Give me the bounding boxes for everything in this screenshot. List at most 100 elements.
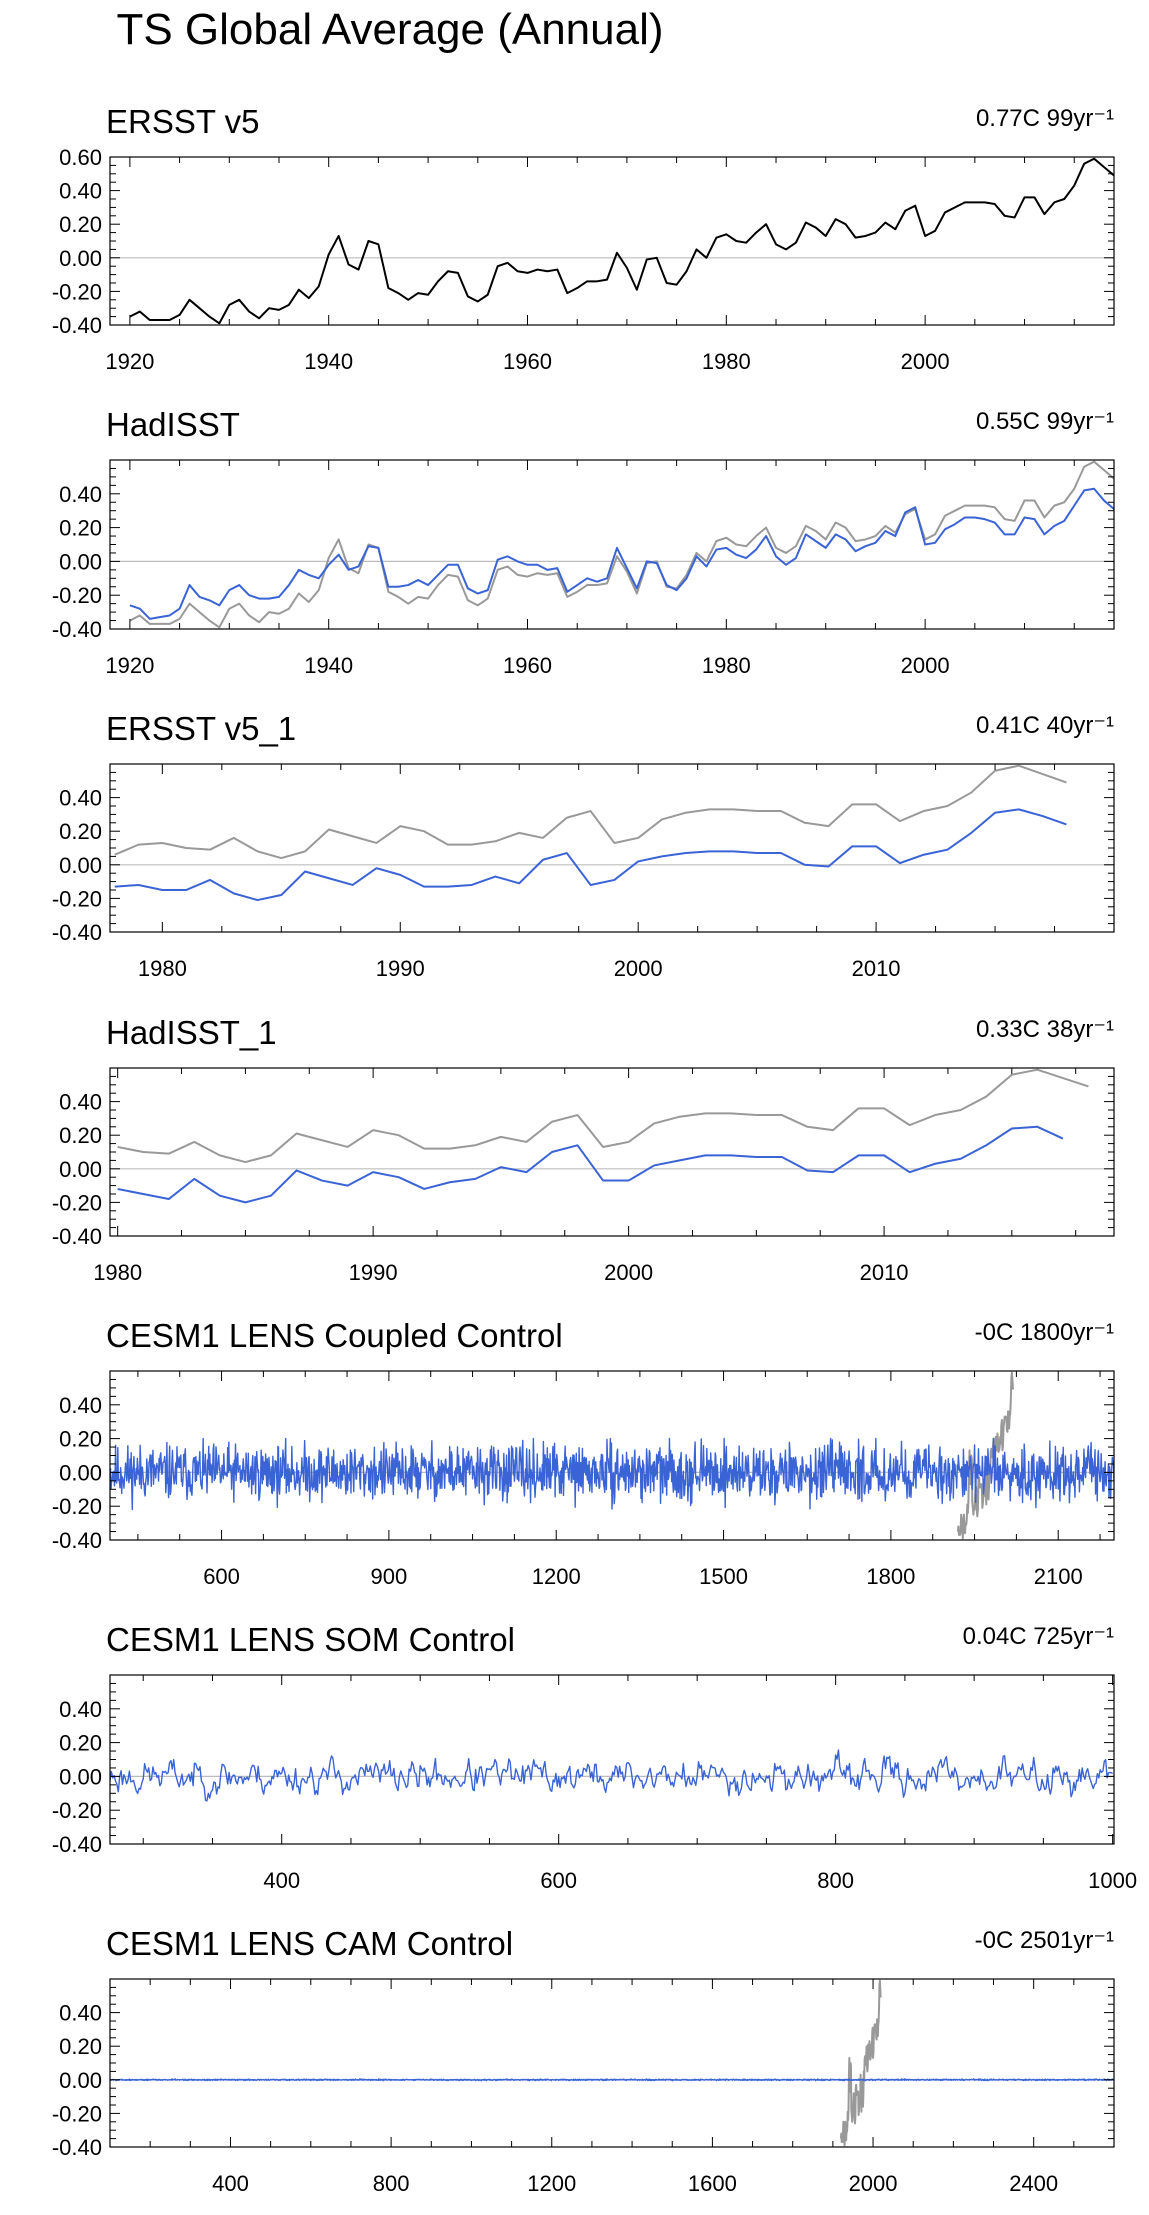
trend-label: 0.55C 99yr⁻¹ [976,408,1114,435]
x-tick-label: 1960 [503,653,552,678]
x-tick-label: 400 [263,1868,300,1893]
y-tick-label: 0.00 [59,246,102,271]
plot-frame [109,1067,1115,1237]
trend-label: -0C 2501yr⁻¹ [975,1927,1114,1954]
x-tick-label: 2400 [1009,2171,1058,2196]
series-line [129,460,1114,629]
y-tick-label: 0.00 [59,549,102,574]
figure-title: TS Global Average (Annual) [116,5,663,54]
x-tick-label: 1600 [688,2171,737,2196]
y-tick-label: 0.00 [59,1764,102,1789]
series-line [117,1068,1089,1164]
series-line [839,1979,882,2147]
y-tick-label: -0.20 [52,886,102,911]
panel-ersst-v5: ERSST v5 0.77C 99yr⁻¹ -0.40 -0.20 0.00 0.20 0.… [52,103,1115,374]
x-tick-label: 400 [212,2171,249,2196]
y-tick-label: -0.40 [52,920,102,945]
y-tick-label: -0.20 [52,1190,102,1215]
panel-title: CESM1 LENS SOM Control [106,1621,515,1658]
y-tick-label: 0.00 [59,1157,102,1182]
x-tick-label: 600 [540,1868,577,1893]
trend-label: 0.77C 99yr⁻¹ [976,105,1114,132]
x-tick-label: 600 [203,1564,240,1589]
x-tick-label: 1980 [138,956,187,981]
y-tick-label: -0.40 [52,617,102,642]
x-tick-label: 900 [371,1564,408,1589]
x-tick-label: 2000 [849,2171,898,2196]
panel-title: CESM1 LENS CAM Control [106,1925,513,1962]
y-tick-label: 0.00 [59,2068,102,2093]
y-tick-label: 0.20 [59,1731,102,1756]
y-tick-label: 0.40 [59,1090,102,1115]
y-tick-label: 0.20 [59,819,102,844]
x-tick-label: 1980 [702,349,751,374]
y-tick-label: -0.40 [52,1224,102,1249]
y-tick-label: 0.20 [59,1123,102,1148]
x-tick-label: 1990 [376,956,425,981]
x-tick-label: 2000 [901,349,950,374]
panel-ersst-v5-1: ERSST v5_1 0.41C 40yr⁻¹ -0.40 -0.20 0.00 0.20… [52,710,1115,981]
x-tick-label: 1200 [532,1564,581,1589]
plot-frame [109,156,1115,326]
panel-cesm1-lens-cam-control: CESM1 LENS CAM Control -0C 2501yr⁻¹ -0.40 -… [52,1925,1115,2196]
panel-title: ERSST v5 [106,103,259,140]
series-line [110,1437,1114,1511]
y-tick-label: -0.20 [52,583,102,608]
x-tick-label: 1000 [1088,1868,1137,1893]
x-tick-label: 2000 [614,956,663,981]
y-tick-label: 0.40 [59,786,102,811]
y-tick-label: 0.00 [59,1460,102,1485]
y-tick-label: 0.40 [59,179,102,204]
y-tick-label: 0.40 [59,2001,102,2026]
panel-title: ERSST v5_1 [106,710,296,747]
panel-hadisst: HadISST 0.55C 99yr⁻¹ -0.40 -0.20 0.00 0.20 0.4… [52,406,1115,678]
y-tick-label: 0.40 [59,1393,102,1418]
y-tick-label: -0.40 [52,313,102,338]
panel-cesm1-lens-som-control: CESM1 LENS SOM Control 0.04C 725yr⁻¹ -0.40… [52,1621,1137,1893]
x-tick-label: 1940 [304,349,353,374]
panel-title: CESM1 LENS Coupled Control [106,1317,563,1354]
panels: ERSST v5 0.77C 99yr⁻¹ -0.40 -0.20 0.00 0.20 0.… [52,103,1137,2196]
series-line [110,2078,1114,2082]
x-tick-label: 1980 [93,1260,142,1285]
y-tick-label: 0.20 [59,516,102,541]
x-tick-label: 1990 [349,1260,398,1285]
series-line [129,487,1114,620]
series-line [114,808,1067,902]
x-tick-label: 1500 [699,1564,748,1589]
x-tick-label: 2000 [901,653,950,678]
x-tick-label: 1960 [503,349,552,374]
y-tick-label: -0.20 [52,279,102,304]
x-tick-label: 2000 [604,1260,653,1285]
series-line [114,764,1067,860]
y-tick-label: 0.20 [59,212,102,237]
x-tick-label: 1940 [304,653,353,678]
trend-label: 0.41C 40yr⁻¹ [976,712,1114,739]
plot-frame [109,1674,1115,1845]
y-tick-label: 0.00 [59,853,102,878]
x-tick-label: 1800 [866,1564,915,1589]
y-tick-label: -0.20 [52,1494,102,1519]
panel-cesm1-lens-coupled-control: CESM1 LENS Coupled Control -0C 1800yr⁻¹ -0… [52,1317,1115,1589]
y-tick-label: -0.20 [52,1798,102,1823]
x-tick-label: 800 [817,1868,854,1893]
y-tick-label: -0.40 [52,1832,102,1857]
x-tick-label: 1920 [105,653,154,678]
y-tick-label: -0.20 [52,2101,102,2126]
x-tick-label: 1200 [527,2171,576,2196]
panel-title: HadISST [106,406,240,443]
trend-label: -0C 1800yr⁻¹ [975,1319,1114,1346]
y-tick-label: 0.20 [59,1427,102,1452]
x-tick-label: 2100 [1034,1564,1083,1589]
trend-label: 0.04C 725yr⁻¹ [963,1623,1114,1650]
y-tick-label: -0.40 [52,2135,102,2160]
plot-frame [109,459,1115,630]
y-tick-label: 0.60 [59,145,102,170]
x-tick-label: 2010 [860,1260,909,1285]
plot-frame [109,763,1115,933]
y-tick-label: -0.40 [52,1528,102,1553]
y-tick-label: 0.40 [59,482,102,507]
series-line [129,157,1114,325]
x-tick-label: 1920 [105,349,154,374]
